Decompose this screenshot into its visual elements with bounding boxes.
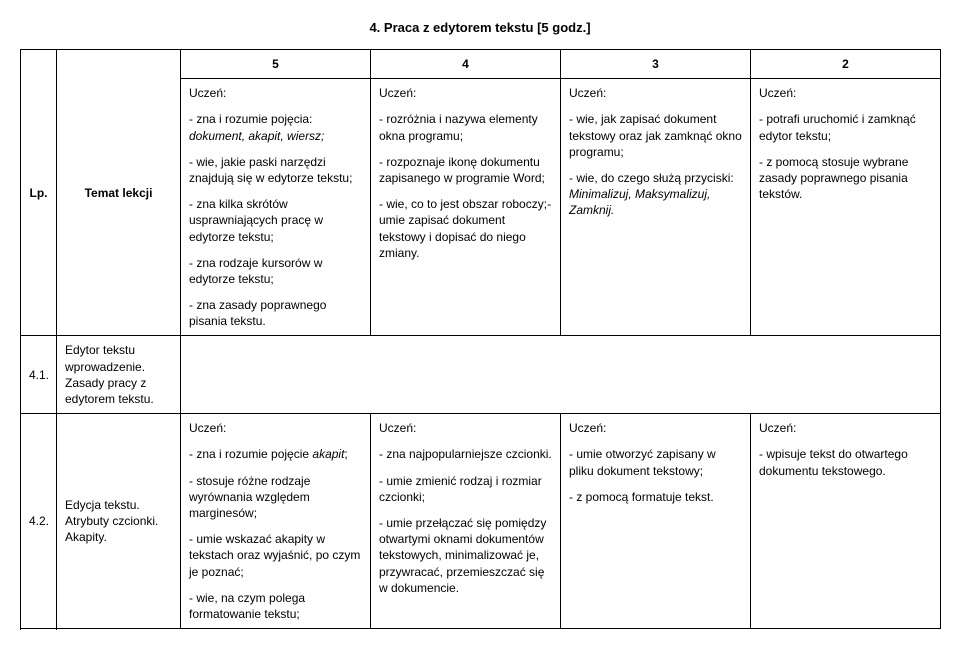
criterion-text: - zna i rozumie pojęcie akapit; (189, 446, 362, 462)
criterion-text: - wie, jak zapisać dokument tekstowy ora… (569, 111, 742, 160)
cell-41-level4: Uczeń: - rozróżnia i nazywa elementy okn… (371, 79, 561, 336)
criterion-text: - wie, na czym polega formatowanie tekst… (189, 590, 362, 622)
student-label: Uczeń: (759, 420, 932, 436)
cell-41-level3: Uczeń: - wie, jak zapisać dokument tekst… (561, 79, 751, 336)
header-level-2: 2 (751, 50, 941, 79)
student-label: Uczeń: (379, 420, 552, 436)
student-label: Uczeń: (189, 85, 362, 101)
student-label: Uczeń: (569, 420, 742, 436)
criterion-text: - umie wskazać akapity w tekstach oraz w… (189, 531, 362, 580)
criterion-text: - wpisuje tekst do otwartego dokumentu t… (759, 446, 932, 478)
cell-lp: 4.1. (21, 336, 57, 414)
header-level-5: 5 (181, 50, 371, 79)
criterion-text: - zna zasady poprawnego pisania tekstu. (189, 297, 362, 329)
criterion-text: - zna najpopularniejsze czcionki. (379, 446, 552, 462)
header-level-4: 4 (371, 50, 561, 79)
criterion-text: - umie zmienić rodzaj i rozmiar czcionki… (379, 473, 552, 505)
cell-42-level5: Uczeń: - zna i rozumie pojęcie akapit; -… (181, 414, 371, 629)
criterion-text: - umie otworzyć zapisany w pliku dokumen… (569, 446, 742, 478)
cell-topic: Edycja tekstu. Atrybuty czcionki. Akapit… (57, 414, 181, 629)
cell-42-level4: Uczeń: - zna najpopularniejsze czcionki.… (371, 414, 561, 629)
criterion-text: - rozpoznaje ikonę dokumentu zapisanego … (379, 154, 552, 186)
criterion-text: - z pomocą stosuje wybrane zasady popraw… (759, 154, 932, 203)
criterion-text: - rozróżnia i nazywa elementy okna progr… (379, 111, 552, 143)
student-label: Uczeń: (379, 85, 552, 101)
cell-topic: Edytor tekstu wprowadzenie. Zasady pracy… (57, 336, 181, 414)
table-header-row: Lp. Temat lekcji 5 4 3 2 (21, 50, 941, 79)
curriculum-table: Lp. Temat lekcji 5 4 3 2 Uczeń: - zna i … (20, 49, 941, 414)
criterion-text: - zna i rozumie pojęcia: dokument, akapi… (189, 111, 362, 143)
header-lp: Lp. (21, 50, 57, 336)
criterion-text: - stosuje różne rodzaje wyrównania wzglę… (189, 473, 362, 522)
document-page: 4. Praca z edytorem tekstu [5 godz.] Lp.… (20, 20, 940, 629)
cell-41-level2: Uczeń: - potrafi uruchomić i zamknąć edy… (751, 79, 941, 336)
criterion-text: - wie, jakie paski narzędzi znajdują się… (189, 154, 362, 186)
header-topic: Temat lekcji (57, 50, 181, 336)
cell-lp: 4.2. (21, 414, 57, 629)
curriculum-table-2: 4.2. Edycja tekstu. Atrybuty czcionki. A… (20, 413, 941, 629)
criterion-text: - zna rodzaje kursorów w edytorze tekstu… (189, 255, 362, 287)
table-row: 4.2. Edycja tekstu. Atrybuty czcionki. A… (21, 414, 941, 629)
student-label: Uczeń: (189, 420, 362, 436)
criterion-text: - wie, do czego służą przyciski: Minimal… (569, 170, 742, 219)
student-label: Uczeń: (759, 85, 932, 101)
criterion-text: - wie, co to jest obszar roboczy;- umie … (379, 196, 552, 261)
header-level-3: 3 (561, 50, 751, 79)
student-label: Uczeń: (569, 85, 742, 101)
criterion-text: - umie przełączać się pomiędzy otwartymi… (379, 515, 552, 596)
table-row: 4.1. Edytor tekstu wprowadzenie. Zasady … (21, 336, 941, 414)
cell-42-level3: Uczeń: - umie otworzyć zapisany w pliku … (561, 414, 751, 629)
cell-42-level2: Uczeń: - wpisuje tekst do otwartego doku… (751, 414, 941, 629)
cell-41-level5: Uczeń: - zna i rozumie pojęcia: dokument… (181, 79, 371, 336)
criterion-text: - potrafi uruchomić i zamknąć edytor tek… (759, 111, 932, 143)
criterion-text: - zna kilka skrótów usprawniających prac… (189, 196, 362, 245)
criterion-text: - z pomocą formatuje tekst. (569, 489, 742, 505)
section-title: 4. Praca z edytorem tekstu [5 godz.] (20, 20, 940, 35)
